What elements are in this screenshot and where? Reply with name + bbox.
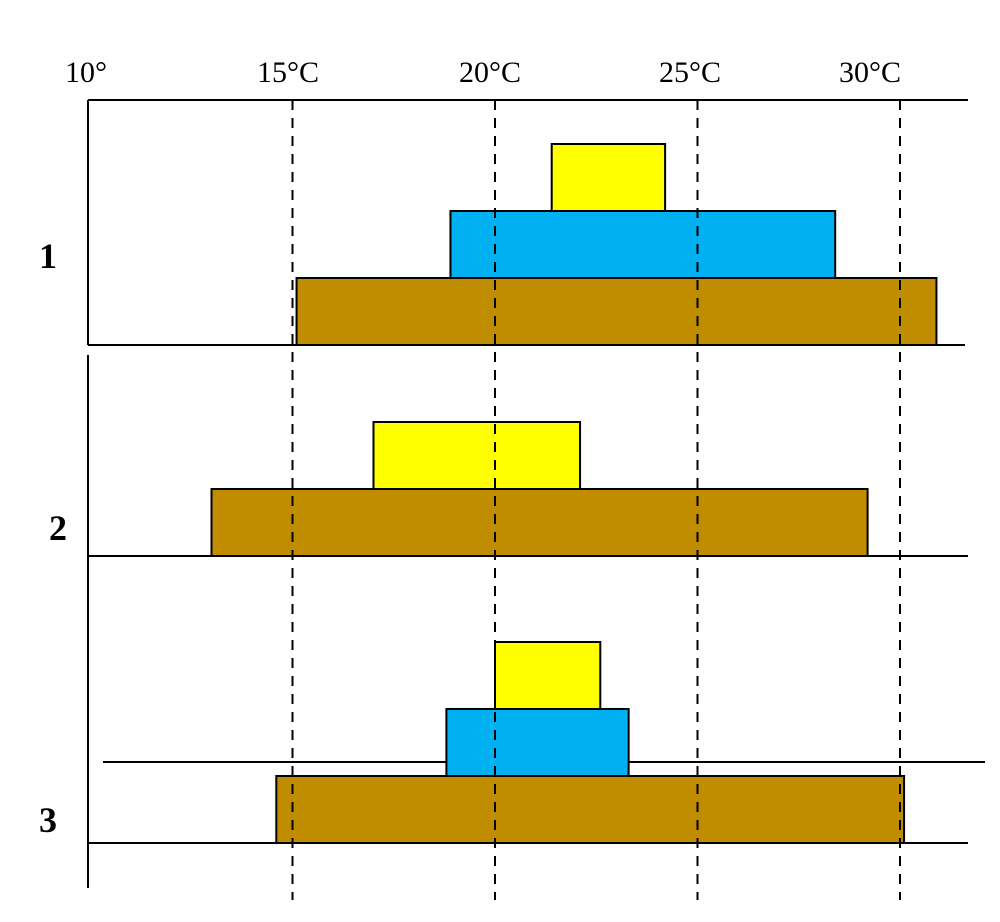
row-label-3: 3 [39, 800, 57, 840]
row-label-2: 2 [49, 508, 67, 548]
tick-label-20: 20°C [459, 56, 521, 89]
row-3-blue-bar [445, 708, 630, 777]
row-3-brown-bar [275, 775, 906, 844]
row-2-yellow-bar [372, 421, 582, 490]
tick-label-30: 30°C [839, 56, 901, 89]
row-2-brown-bar [210, 488, 869, 557]
tick-label-25: 25°C [659, 56, 721, 89]
row-1-blue-bar [449, 210, 837, 279]
row-1-yellow-bar [550, 143, 667, 212]
row-1-brown-bar [295, 277, 938, 346]
row-label-1: 1 [39, 236, 57, 276]
row-3-yellow-bar [494, 641, 602, 710]
tick-label-15: 15°C [257, 56, 319, 89]
row-labels: 1 2 3 [39, 236, 67, 840]
bars-group [210, 100, 938, 900]
tick-label-10: 10° [65, 56, 107, 89]
tick-labels: 10° 15°C 20°C 25°C 30°C [65, 56, 901, 89]
